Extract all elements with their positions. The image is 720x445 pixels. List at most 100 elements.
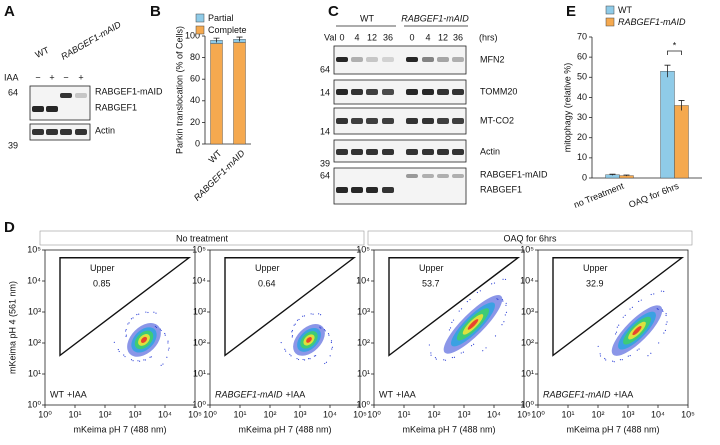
band xyxy=(32,106,44,112)
outlier-dot xyxy=(113,341,115,343)
outlier-dot xyxy=(319,314,322,316)
outlier-dot xyxy=(167,342,169,344)
band xyxy=(422,57,434,62)
outlier-dot xyxy=(638,348,640,350)
outlier-dot xyxy=(127,323,129,325)
x-tick-label: 10⁰ xyxy=(203,409,217,419)
x-tick-label: 10² xyxy=(591,409,604,419)
outlier-dot xyxy=(155,312,157,314)
x-axis-label: mKeima pH 7 (488 nm) xyxy=(238,424,331,434)
row-label: Val xyxy=(324,32,336,42)
x-tick-label: 10⁴ xyxy=(323,409,337,419)
legend-label: Partial xyxy=(208,13,234,23)
band-label: RABGEF1-mAID xyxy=(480,169,548,179)
y-tick-label: 10⁴ xyxy=(520,275,534,285)
outlier-dot xyxy=(470,345,473,347)
outlier-dot xyxy=(147,311,149,314)
outlier-dot xyxy=(149,356,151,358)
group-frame xyxy=(39,230,365,246)
sample-treatment: +IAA xyxy=(396,389,416,399)
plot-frame xyxy=(44,249,196,406)
outlier-dot xyxy=(451,356,453,359)
band-label: Actin xyxy=(480,146,500,156)
outlier-dot xyxy=(291,335,294,337)
outlier-dot xyxy=(330,340,333,342)
outlier-dot xyxy=(627,355,629,357)
outlier-dot xyxy=(473,343,475,345)
bar xyxy=(674,105,689,179)
outlier-dot xyxy=(284,348,286,350)
sign: + xyxy=(49,72,54,82)
gate xyxy=(59,257,192,357)
outlier-dot xyxy=(451,321,453,323)
outlier-dot xyxy=(494,335,497,337)
outlier-dot xyxy=(444,359,447,361)
outlier-dot xyxy=(291,329,294,332)
outlier-dot xyxy=(665,313,667,315)
x-tick-label: 10⁰ xyxy=(38,409,52,419)
outlier-dot xyxy=(448,329,451,331)
legend-swatch xyxy=(605,5,615,15)
outlier-dot xyxy=(290,355,292,357)
band xyxy=(437,89,449,95)
sample-genotype: WT xyxy=(379,389,393,399)
y-tick-label: 10² xyxy=(521,337,534,347)
outlier-dot xyxy=(657,308,659,311)
band xyxy=(422,174,434,178)
outlier-dot xyxy=(493,282,496,284)
x-tick-label: 10⁴ xyxy=(651,409,665,419)
y-axis-label: Parkin translocation (% of Cells) xyxy=(174,26,184,154)
sample-treatment: +IAA xyxy=(67,389,87,399)
outlier-dot xyxy=(661,309,664,311)
legend-swatch xyxy=(195,13,205,23)
y-tick-label: 10⁰ xyxy=(356,399,370,409)
outlier-dot xyxy=(612,360,614,362)
panel-label: C xyxy=(328,3,339,20)
outlier-dot xyxy=(118,350,120,353)
outlier-dot xyxy=(428,344,430,346)
band xyxy=(382,89,394,95)
band xyxy=(437,149,449,155)
y-tick-label: 10¹ xyxy=(193,368,206,378)
band xyxy=(452,149,464,155)
x-tick-label: 10² xyxy=(98,409,111,419)
treatment: IAA xyxy=(4,72,19,82)
outlier-dot xyxy=(150,356,152,358)
sample-genotype: RABGEF1-mAID xyxy=(215,389,283,399)
blot-box xyxy=(333,139,467,163)
outlier-dot xyxy=(331,346,333,348)
band xyxy=(336,187,348,193)
y-tick-label: 10² xyxy=(193,337,206,347)
blot xyxy=(333,45,467,205)
band xyxy=(452,118,464,124)
band xyxy=(366,187,378,193)
band-label: TOMM20 xyxy=(480,86,517,96)
band xyxy=(382,57,394,62)
outlier-dot xyxy=(313,355,316,357)
outlier-dot xyxy=(303,315,306,317)
outlier-dot xyxy=(597,345,599,347)
y-tick-label: 60 xyxy=(577,52,587,62)
x-axis-label: mKeima pH 7 (488 nm) xyxy=(402,424,495,434)
band xyxy=(406,89,418,95)
band xyxy=(351,89,363,95)
density-level xyxy=(632,326,642,336)
outlier-dot xyxy=(462,351,464,353)
band xyxy=(382,187,394,193)
outlier-dot xyxy=(636,349,638,351)
x-axis-label: mKeima pH 7 (488 nm) xyxy=(73,424,166,434)
outlier-dot xyxy=(155,326,158,329)
outlier-dot xyxy=(605,359,607,361)
band xyxy=(366,89,378,95)
error-bar xyxy=(609,173,616,176)
sample-treatment: +IAA xyxy=(286,389,306,399)
outlier-dot xyxy=(503,321,505,323)
outlier-dot xyxy=(638,300,640,302)
outlier-dot xyxy=(125,334,127,336)
bar-segment xyxy=(233,42,246,145)
time: 36 xyxy=(383,32,393,42)
outlier-dot xyxy=(137,360,139,362)
outlier-dot xyxy=(162,363,164,365)
outlier-dot xyxy=(117,348,119,351)
band xyxy=(366,149,378,155)
